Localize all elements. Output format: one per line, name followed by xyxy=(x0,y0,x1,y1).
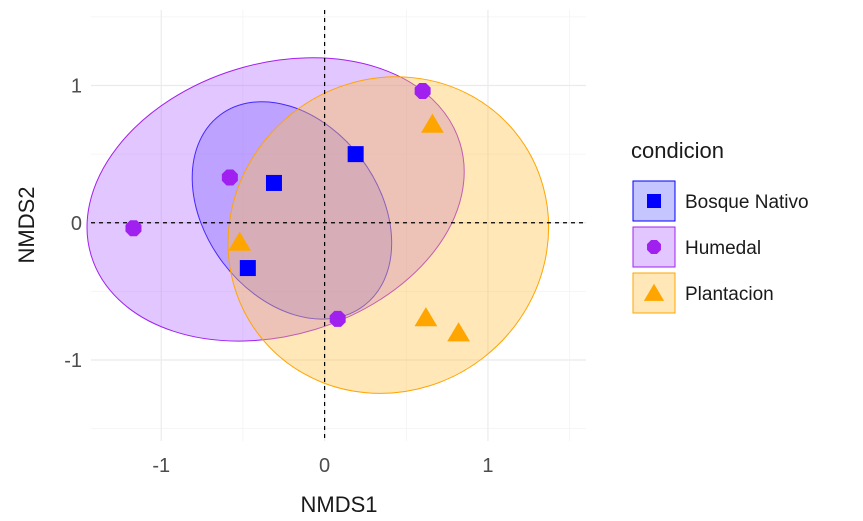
legend-label-plantacion: Plantacion xyxy=(685,284,774,305)
legend-marker-humedal xyxy=(647,240,661,254)
point-plantacion xyxy=(414,307,438,327)
legend-title: condicion xyxy=(631,138,724,163)
legend-label-bosque-nativo: Bosque Nativo xyxy=(685,192,809,213)
confidence-ellipses xyxy=(86,57,550,394)
data-points xyxy=(125,83,470,342)
legend-items: Bosque Nativo Humedal Plantacion xyxy=(632,180,809,314)
legend-label-humedal: Humedal xyxy=(685,238,761,259)
point-humedal xyxy=(414,83,431,99)
point-humedal xyxy=(221,169,238,186)
y-tick-label: 0 xyxy=(71,213,82,235)
point-bosque-nativo xyxy=(347,146,364,163)
minor-gridlines xyxy=(91,10,586,441)
point-humedal xyxy=(125,220,142,237)
y-tick-label: 1 xyxy=(71,75,82,97)
legend: condicion Bosque Nativo Humedal Plantacion xyxy=(631,138,809,314)
y-tick-label: -1 xyxy=(64,350,82,372)
x-tick-label: 1 xyxy=(482,455,493,477)
point-bosque-nativo xyxy=(239,260,256,277)
legend-marker-bosque-nativo xyxy=(647,194,661,208)
point-plantacion xyxy=(228,231,252,251)
point-bosque-nativo xyxy=(265,174,282,191)
x-tick-labels: -1 0 1 xyxy=(152,455,493,477)
ellipse-plantacion xyxy=(227,76,550,394)
point-plantacion xyxy=(447,322,470,342)
y-axis-title: NMDS2 xyxy=(14,186,39,263)
x-tick-label: -1 xyxy=(152,455,170,477)
x-tick-label: 0 xyxy=(319,455,330,477)
point-plantacion xyxy=(421,113,444,133)
x-axis-title: NMDS1 xyxy=(300,492,377,517)
ellipse-humedal xyxy=(86,57,465,342)
legend-marker-plantacion xyxy=(643,283,665,301)
point-humedal xyxy=(329,310,346,327)
y-tick-labels: -1 0 1 xyxy=(64,75,82,372)
reference-lines xyxy=(91,10,586,441)
